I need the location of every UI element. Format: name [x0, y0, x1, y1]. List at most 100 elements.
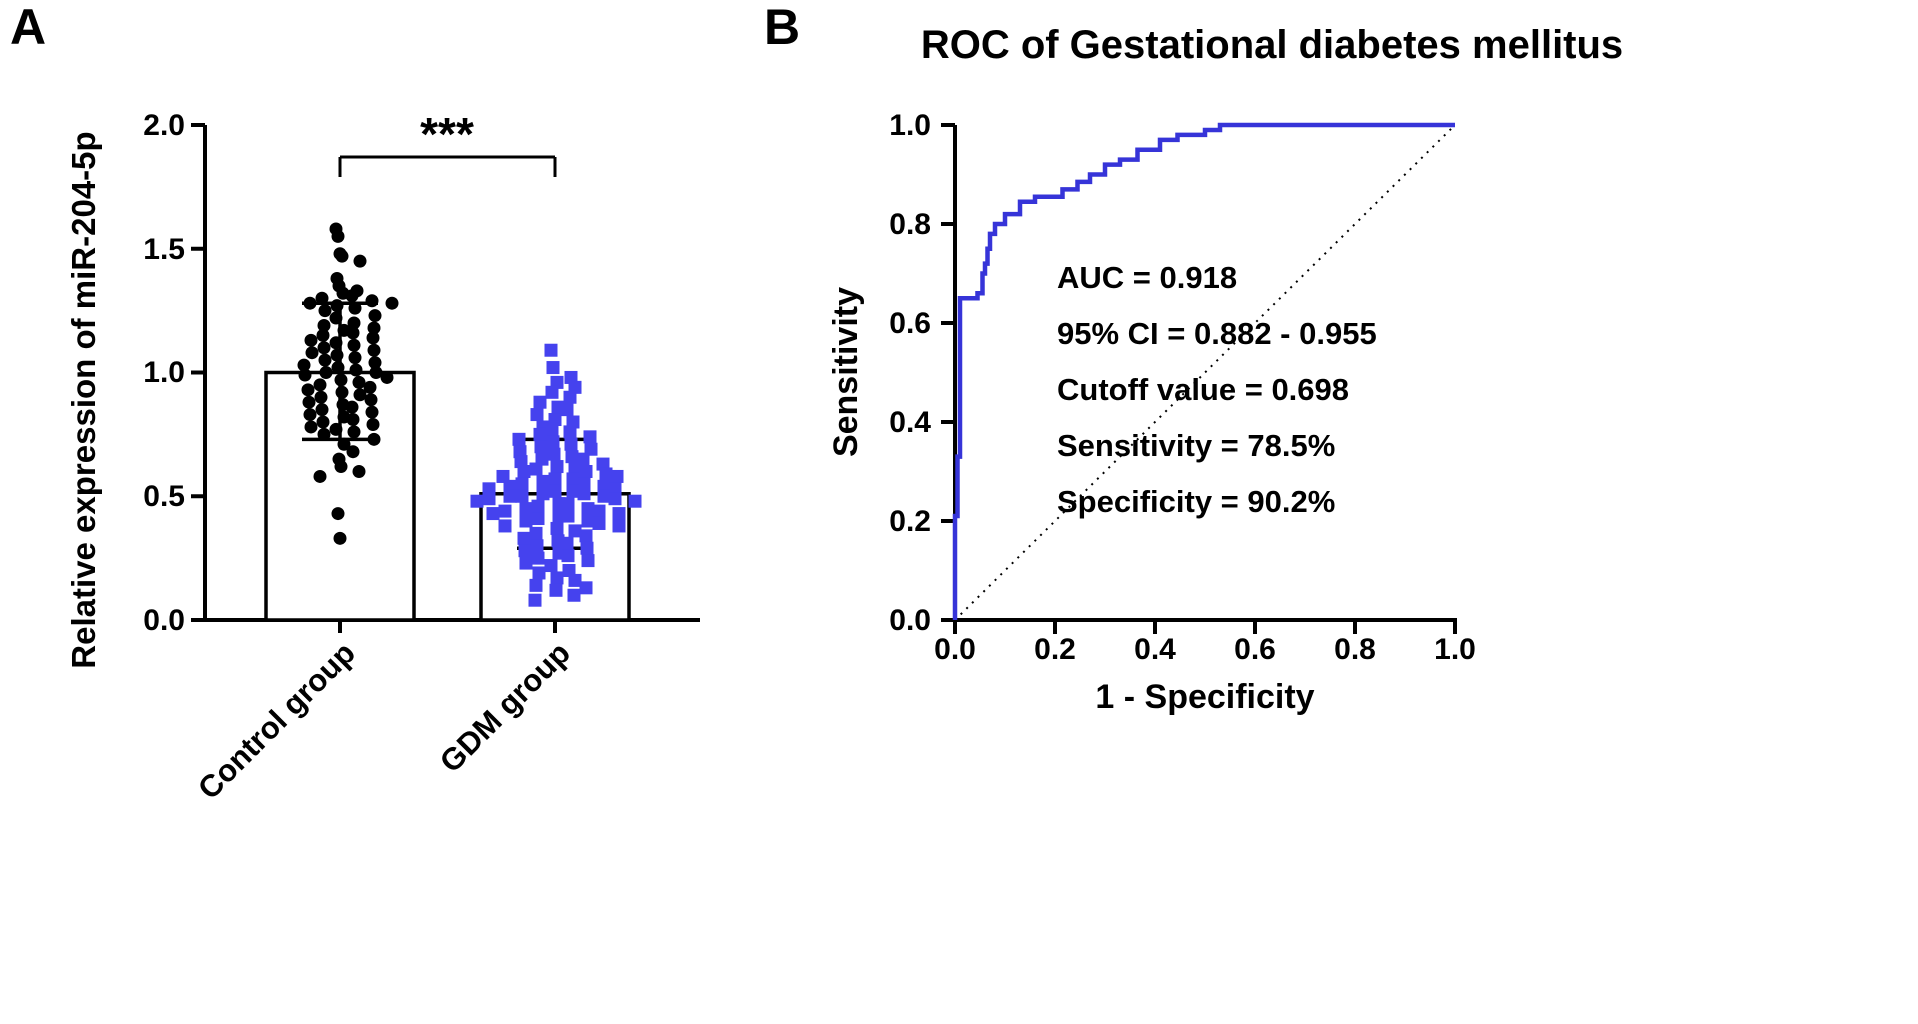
data-point-control — [367, 432, 381, 446]
x-tick-label-b: 0.0 — [934, 633, 976, 666]
data-point-control — [303, 408, 317, 422]
data-point-gdm — [581, 554, 595, 568]
data-point-gdm — [545, 385, 559, 399]
y-tick-label-a: 0.0 — [143, 604, 185, 637]
y-axis-title-a: Relative expression of miR-204-5p — [65, 131, 102, 668]
data-point-gdm — [562, 564, 576, 577]
annotation-specificity: Specificity = 90.2% — [1057, 484, 1335, 519]
data-point-gdm — [610, 469, 624, 483]
data-point-gdm — [583, 430, 597, 444]
data-point-gdm — [608, 482, 622, 496]
data-point-control — [331, 507, 345, 521]
data-point-control — [317, 318, 331, 332]
significance-stars: *** — [420, 108, 474, 160]
data-point-gdm — [550, 460, 564, 474]
data-point-control — [304, 333, 318, 347]
data-point-gdm — [482, 492, 496, 506]
data-point-control — [365, 405, 379, 419]
y-tick-label-a: 1.0 — [143, 356, 185, 389]
data-point-control — [330, 299, 344, 313]
data-point-gdm — [599, 467, 613, 481]
panel-b-chart: ROC of Gestational diabetes mellitus 0.0… — [827, 23, 1623, 716]
scatter-points-layer — [297, 222, 642, 607]
data-point-gdm — [536, 474, 550, 488]
data-point-gdm — [515, 489, 529, 503]
data-point-gdm — [566, 484, 580, 498]
data-point-gdm — [560, 403, 574, 417]
data-point-control — [305, 346, 319, 360]
y-tick-label-b: 0.2 — [889, 505, 931, 538]
annotation-auc: AUC = 0.918 — [1057, 260, 1237, 295]
curves-layer — [952, 122, 1456, 621]
y-tick-label-b: 0.8 — [889, 208, 931, 241]
data-point-control — [337, 437, 351, 451]
data-point-control — [365, 294, 379, 308]
data-point-gdm — [531, 512, 545, 526]
y-tick-label-b: 0.4 — [889, 406, 931, 439]
data-point-gdm — [568, 460, 582, 474]
data-point-gdm — [530, 539, 544, 553]
data-point-control — [319, 366, 333, 379]
roc-curve — [952, 122, 1455, 620]
data-point-gdm — [546, 435, 560, 449]
data-point-gdm — [498, 519, 512, 533]
x-axis-title-b: 1 - Specificity — [1095, 678, 1314, 716]
data-point-gdm — [528, 593, 542, 607]
y-tick-label-a: 0.5 — [143, 480, 185, 513]
data-point-gdm — [529, 462, 543, 476]
panel-a-label: A — [10, 0, 47, 55]
y-tick-label-b: 0.6 — [889, 307, 931, 340]
data-point-gdm — [498, 504, 512, 518]
data-point-gdm — [580, 541, 594, 555]
data-point-control — [316, 415, 330, 429]
data-point-gdm — [503, 489, 517, 503]
data-point-gdm — [519, 556, 533, 570]
data-point-gdm — [581, 514, 595, 528]
x-tick-label-b: 0.4 — [1134, 633, 1176, 666]
data-point-control — [303, 296, 317, 310]
data-point-gdm — [518, 544, 532, 558]
data-point-control — [364, 393, 378, 407]
data-point-gdm — [612, 507, 626, 521]
data-point-gdm — [547, 447, 561, 461]
data-point-gdm — [544, 559, 558, 573]
data-point-control — [331, 361, 345, 375]
data-point-control — [345, 289, 359, 303]
y-tick-label-b: 1.0 — [889, 109, 931, 142]
data-point-gdm — [566, 472, 580, 486]
data-point-gdm — [592, 516, 606, 530]
data-point-gdm — [563, 390, 577, 404]
data-point-control — [366, 417, 380, 431]
data-point-gdm — [482, 482, 496, 496]
data-point-gdm — [560, 536, 574, 550]
data-point-control — [369, 366, 383, 379]
data-point-control — [348, 351, 362, 365]
data-point-control — [367, 321, 381, 335]
data-point-gdm — [548, 472, 562, 486]
data-point-control — [330, 348, 344, 362]
x-tick-label-b: 0.6 — [1234, 633, 1276, 666]
axis-ticks-a — [191, 123, 557, 633]
data-point-control — [314, 390, 328, 404]
data-point-gdm — [563, 425, 577, 439]
data-point-gdm — [581, 502, 595, 516]
data-point-gdm — [496, 469, 510, 483]
data-point-gdm — [577, 487, 591, 501]
y-tick-label-b: 0.0 — [889, 604, 931, 637]
data-point-gdm — [512, 432, 526, 446]
data-point-gdm — [561, 509, 575, 523]
data-point-gdm — [597, 489, 611, 503]
data-point-gdm — [561, 549, 575, 563]
data-point-gdm — [549, 583, 563, 597]
data-point-control — [313, 469, 327, 483]
data-point-gdm — [596, 457, 610, 471]
data-point-gdm — [579, 529, 593, 543]
x-tick-label-b: 0.8 — [1334, 633, 1376, 666]
data-point-gdm — [532, 566, 546, 580]
data-point-gdm — [470, 494, 484, 508]
data-point-gdm — [628, 494, 642, 508]
data-point-gdm — [531, 499, 545, 513]
data-point-control — [335, 385, 349, 399]
x-tick-label-b: 1.0 — [1434, 633, 1476, 666]
data-point-gdm — [515, 477, 529, 491]
